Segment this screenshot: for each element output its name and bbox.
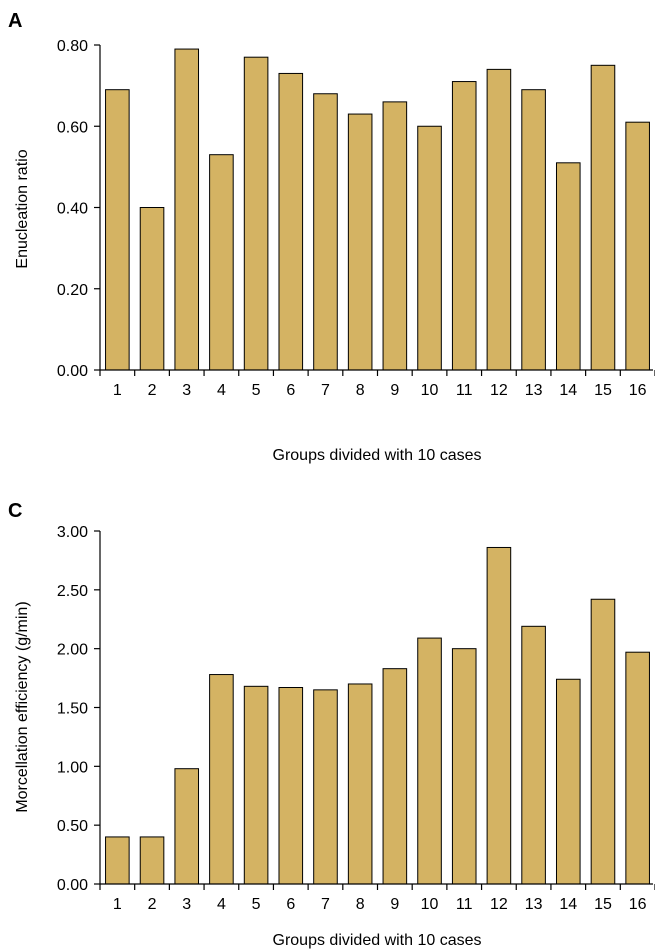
- bar-c-13: [521, 625, 546, 885]
- x-axis-label-a: Groups divided with 10 cases: [273, 447, 482, 464]
- x-tick-label-c: 10: [421, 896, 439, 913]
- y-axis-label-c: Morcellation efficiency (g/min): [14, 601, 31, 812]
- bar-c-7: [313, 689, 338, 885]
- bar-a-14: [555, 162, 581, 371]
- bar-c-11: [451, 648, 477, 885]
- y-tick-label-c: 2.00: [57, 642, 88, 659]
- x-tick-label-a: 4: [217, 382, 226, 399]
- x-tick-label-a: 9: [390, 382, 399, 399]
- x-tick-label-a: 5: [252, 382, 261, 399]
- y-tick-label-a: 0.40: [57, 201, 88, 218]
- bar-a-10: [417, 125, 442, 371]
- bar-a-7: [313, 93, 338, 371]
- bar-c-1: [105, 836, 130, 885]
- x-tick-label-c: 11: [456, 896, 473, 913]
- bar-a-9: [382, 101, 408, 371]
- bar-a-13: [521, 89, 546, 371]
- bar-c-12: [486, 546, 512, 885]
- bar-c-8: [347, 683, 373, 885]
- bar-a-8: [347, 113, 373, 371]
- bar-c-5: [243, 685, 269, 885]
- x-tick-label-c: 2: [148, 896, 157, 913]
- bar-a-3: [174, 48, 200, 371]
- panel-letter-c: C: [8, 500, 22, 522]
- bar-a-1: [105, 89, 130, 371]
- x-tick-label-a: 12: [490, 382, 508, 399]
- x-tick-label-c: 12: [490, 896, 508, 913]
- bar-a-16: [625, 121, 650, 371]
- y-tick-label-c: 0.50: [57, 818, 88, 835]
- bar-c-9: [382, 668, 408, 885]
- y-tick-label-a: 0.80: [57, 38, 88, 55]
- y-tick-label-c: 1.50: [57, 701, 88, 718]
- x-tick-label-c: 3: [182, 896, 191, 913]
- x-tick-label-c: 16: [629, 896, 647, 913]
- x-tick-label-a: 11: [456, 382, 473, 399]
- x-tick-label-c: 1: [113, 896, 122, 913]
- bar-a-2: [139, 207, 165, 371]
- chart-panel-a: A Enucleation ratio Groups divided with …: [8, 10, 655, 464]
- bar-a-6: [278, 72, 304, 371]
- x-tick-label-c: 4: [217, 896, 226, 913]
- bar-a-5: [243, 56, 269, 371]
- x-tick-label-c: 8: [356, 896, 365, 913]
- bar-c-14: [555, 678, 581, 885]
- bar-c-16: [625, 651, 650, 885]
- bar-a-4: [209, 154, 234, 371]
- bar-a-12: [486, 68, 512, 371]
- bar-c-10: [417, 637, 442, 885]
- x-tick-label-a: 3: [182, 382, 191, 399]
- bar-a-15: [590, 64, 616, 371]
- x-tick-label-c: 15: [594, 896, 612, 913]
- x-tick-label-a: 15: [594, 382, 612, 399]
- x-axis-label-c: Groups divided with 10 cases: [273, 932, 482, 949]
- y-tick-label-c: 1.00: [57, 759, 88, 776]
- x-tick-label-a: 14: [559, 382, 577, 399]
- bar-c-4: [209, 674, 234, 885]
- x-tick-label-a: 13: [525, 382, 543, 399]
- y-tick-label-c: 0.00: [57, 877, 88, 894]
- chart-panel-c: C Morcellation efficiency (g/min) Groups…: [8, 500, 655, 949]
- x-tick-label-a: 6: [286, 382, 295, 399]
- bar-c-15: [590, 598, 616, 885]
- x-tick-label-a: 10: [421, 382, 439, 399]
- x-tick-label-c: 9: [390, 896, 399, 913]
- x-tick-label-c: 6: [286, 896, 295, 913]
- x-tick-label-a: 1: [113, 382, 122, 399]
- x-tick-label-c: 13: [525, 896, 543, 913]
- x-tick-label-c: 7: [321, 896, 330, 913]
- bar-c-2: [139, 836, 165, 885]
- x-tick-label-c: 14: [559, 896, 577, 913]
- y-tick-label-c: 2.50: [57, 583, 88, 600]
- y-tick-label-c: 3.00: [57, 524, 88, 541]
- bar-a-11: [451, 81, 477, 371]
- x-tick-label-c: 5: [252, 896, 261, 913]
- x-tick-label-a: 7: [321, 382, 330, 399]
- bar-c-3: [174, 768, 200, 885]
- y-tick-label-a: 0.60: [57, 119, 88, 136]
- panel-letter-a: A: [8, 10, 22, 32]
- y-tick-label-a: 0.00: [57, 363, 88, 380]
- y-tick-label-a: 0.20: [57, 282, 88, 299]
- y-axis-label-a: Enucleation ratio: [14, 149, 31, 268]
- bar-c-6: [278, 687, 304, 885]
- x-tick-label-a: 16: [629, 382, 647, 399]
- x-tick-label-a: 2: [148, 382, 157, 399]
- x-tick-label-a: 8: [356, 382, 365, 399]
